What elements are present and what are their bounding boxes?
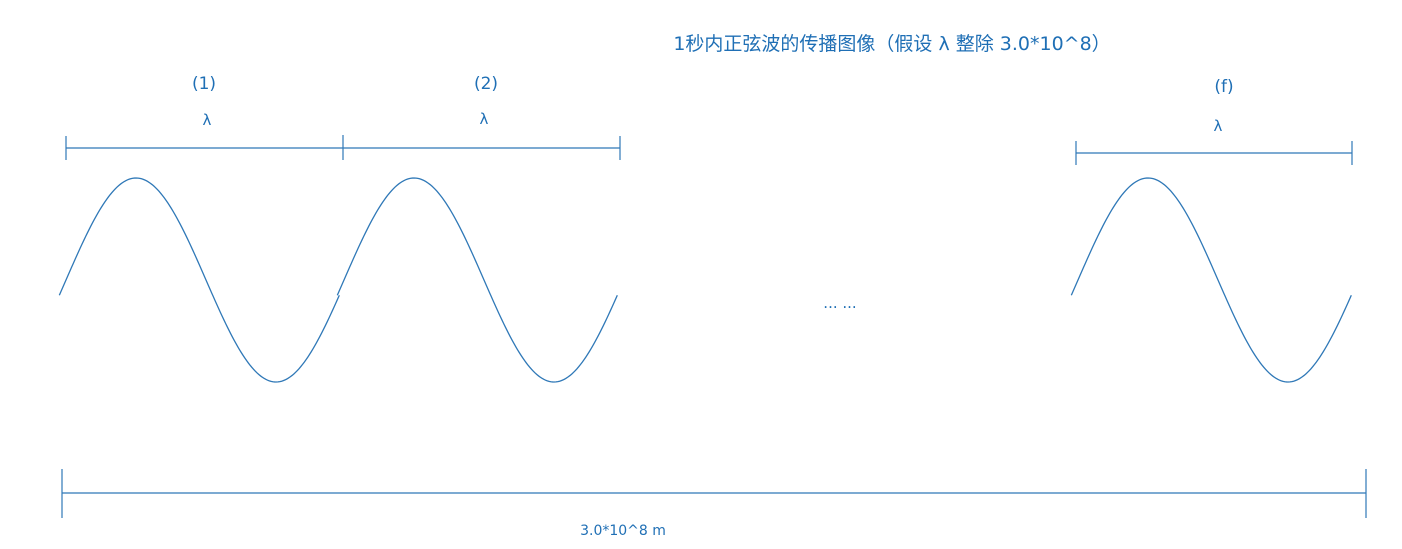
wavelength-label-1: λ <box>203 111 212 129</box>
wavelength-dimension-1-2 <box>65 135 621 160</box>
wavelength-label-2: λ <box>480 110 489 128</box>
total-distance-label: 3.0*10^8 m <box>580 523 666 539</box>
ellipsis: ... ... <box>823 294 856 312</box>
sine-wave-f <box>1070 177 1352 383</box>
total-distance-dimension <box>61 469 1367 518</box>
wavelength-dimension-f <box>1075 141 1353 165</box>
wavelength-label-f: λ <box>1214 117 1223 135</box>
wave-label-2: (2) <box>474 74 498 94</box>
diagram-title: 1秒内正弦波的传播图像（假设 λ 整除 3.0*10^8） <box>673 33 1110 55</box>
sine-wave-1 <box>58 177 340 383</box>
wave-label-f: (f) <box>1214 77 1233 97</box>
wave-label-1: (1) <box>192 74 216 94</box>
sine-wave-2 <box>336 177 618 383</box>
